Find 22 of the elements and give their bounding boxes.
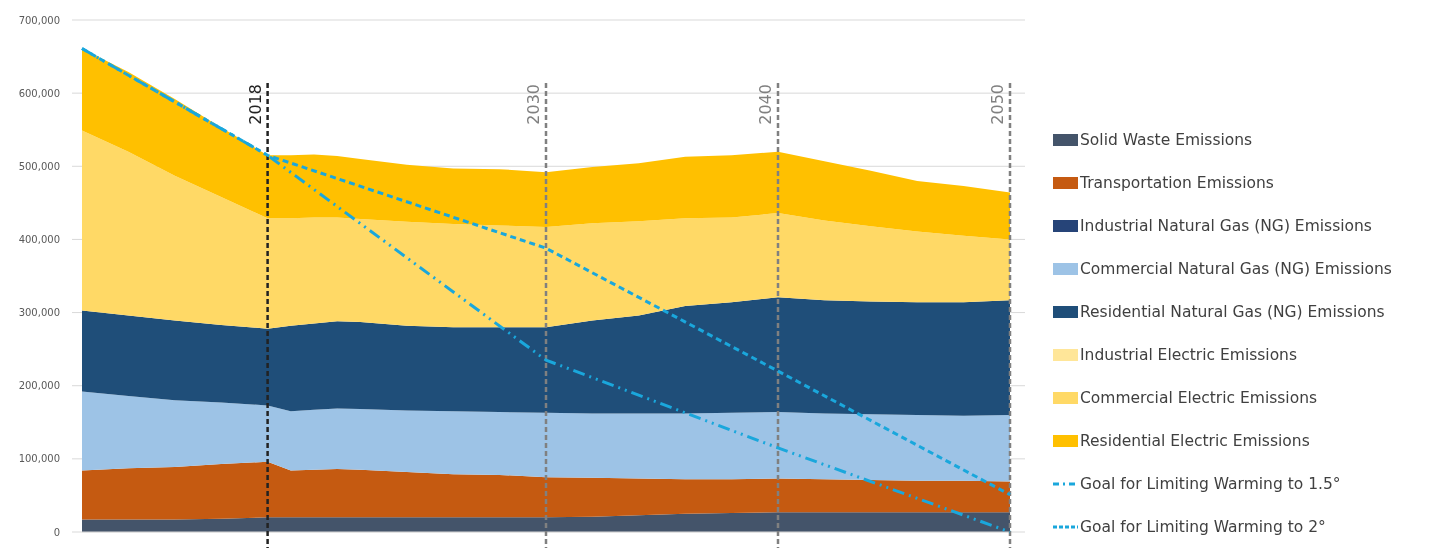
- legend-label: Residential Natural Gas (NG) Emissions: [1080, 303, 1385, 322]
- ref-line-label: 2050: [988, 84, 1007, 125]
- y-tick-label: 100,000: [18, 453, 60, 465]
- legend-label: Industrial Electric Emissions: [1080, 346, 1298, 365]
- legend-label: Residential Electric Emissions: [1080, 432, 1310, 451]
- legend-label: Commercial Electric Emissions: [1080, 389, 1318, 408]
- y-tick-label: 400,000: [18, 233, 60, 245]
- legend-label: Commercial Natural Gas (NG) Emissions: [1080, 260, 1392, 279]
- y-tick-label: 300,000: [18, 307, 60, 319]
- y-tick-label: 200,000: [18, 380, 60, 392]
- ref-line-label: 2018: [245, 84, 265, 125]
- legend-label: Goal for Limiting Warming to 2°: [1080, 518, 1326, 537]
- y-tick-label: 600,000: [18, 87, 60, 99]
- y-tick-label: 0: [53, 526, 60, 538]
- legend-label: Industrial Natural Gas (NG) Emissions: [1080, 217, 1372, 236]
- legend-label: Solid Waste Emissions: [1080, 131, 1253, 150]
- ref-line-label: 2040: [756, 84, 775, 125]
- y-tick-label: 700,000: [18, 14, 60, 26]
- legend-label: Goal for Limiting Warming to 1.5°: [1080, 475, 1341, 494]
- legend-label: Transportation Emissions: [1079, 174, 1274, 193]
- ref-line-label: 2030: [524, 84, 543, 125]
- y-tick-label: 500,000: [18, 160, 60, 172]
